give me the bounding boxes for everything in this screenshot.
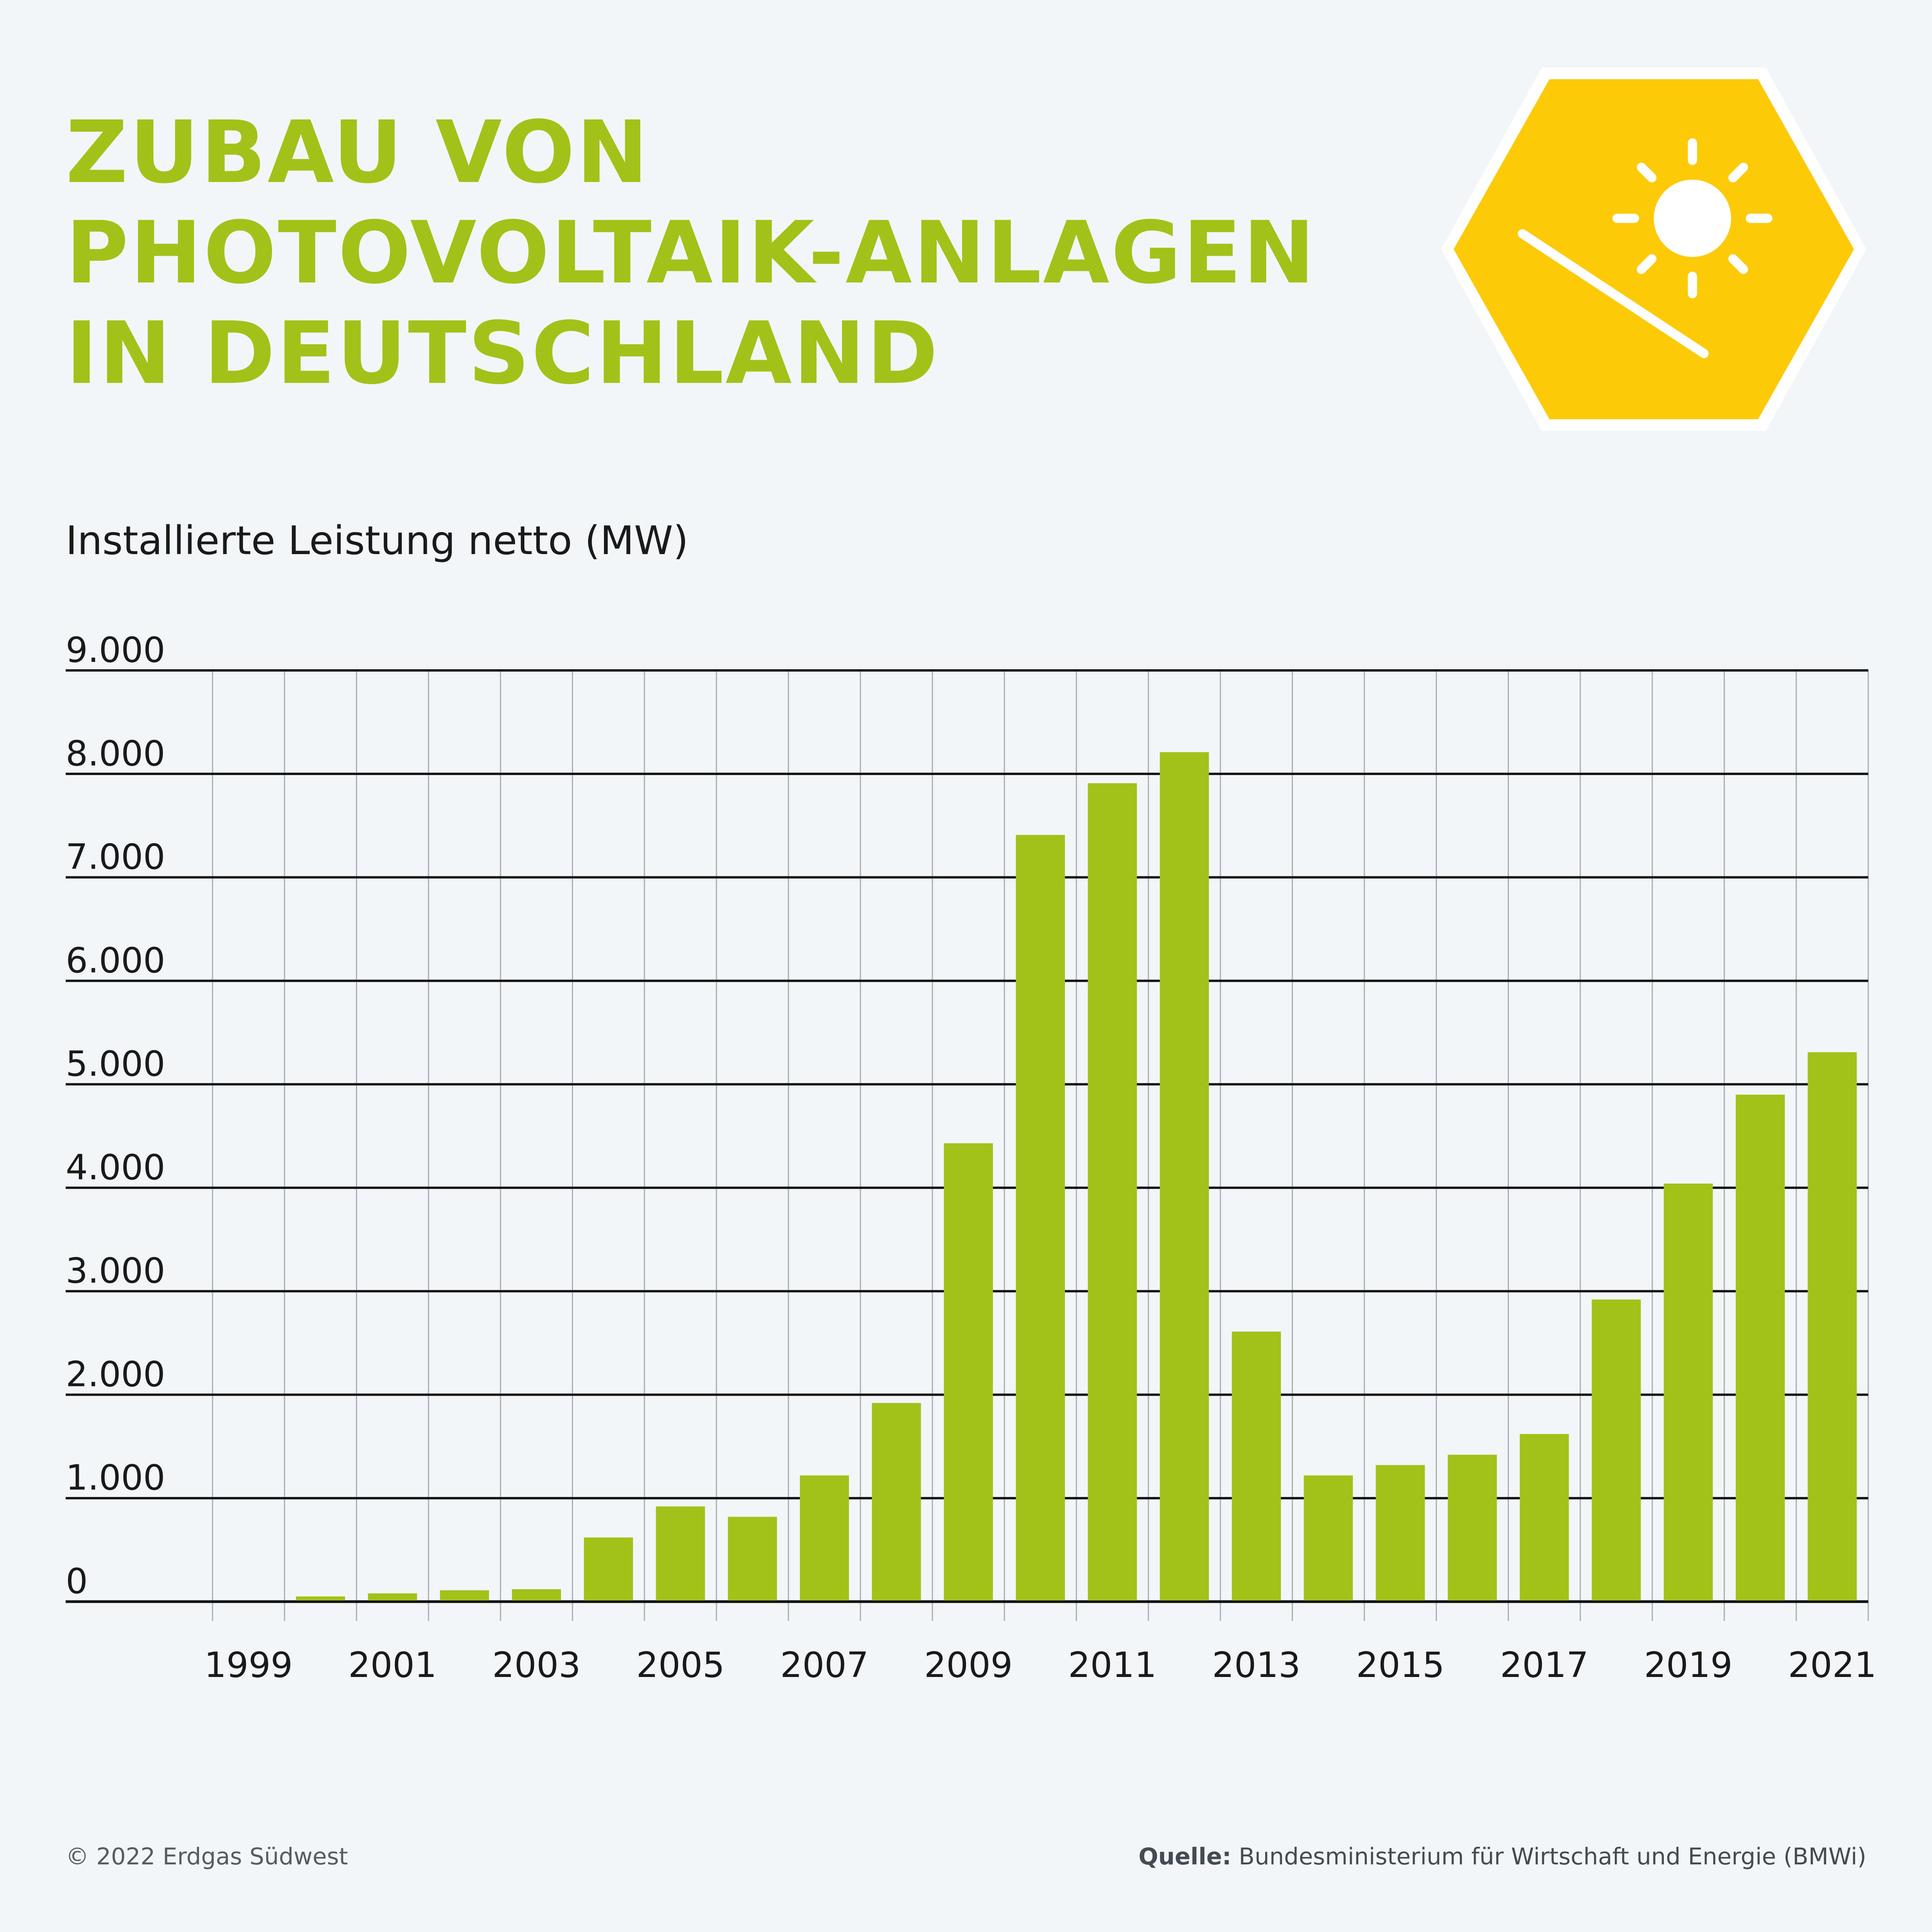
source-text: Quelle: Bundesministerium für Wirtschaft… <box>1139 1843 1867 1870</box>
x-tick-label: 2015 <box>1356 1645 1444 1685</box>
x-tick-label: 2005 <box>636 1645 724 1685</box>
y-tick-label: 2.000 <box>66 1354 165 1395</box>
bar-2009 <box>944 1143 993 1600</box>
x-tick-label: 1999 <box>204 1645 293 1685</box>
title-line-2: PHOTOVOLTAIK-ANLAGEN <box>66 203 1316 303</box>
bar-2011 <box>1088 783 1137 1600</box>
bar-2000 <box>296 1596 345 1600</box>
bar-2021 <box>1808 1052 1857 1600</box>
y-tick-label: 6.000 <box>66 940 165 981</box>
title-line-1: ZUBAU VON <box>66 103 650 202</box>
bar-2015 <box>1376 1465 1425 1600</box>
y-axis-label: Installierte Leistung netto (MW) <box>66 518 689 564</box>
bar-2019 <box>1663 1184 1713 1600</box>
bar-2017 <box>1520 1434 1569 1600</box>
y-tick-label: 9.000 <box>66 630 165 670</box>
y-tick-label: 0 <box>66 1561 88 1602</box>
source-label: Quelle: <box>1138 1843 1231 1870</box>
bar-2005 <box>656 1506 705 1600</box>
y-tick-label: 1.000 <box>66 1458 165 1498</box>
x-tick-label: 2003 <box>492 1645 581 1685</box>
y-tick-label: 3.000 <box>66 1251 165 1291</box>
x-tick-label: 2017 <box>1500 1645 1588 1685</box>
page-title: ZUBAU VON PHOTOVOLTAIK-ANLAGEN IN DEUTSC… <box>66 102 1341 404</box>
title-line-3: IN DEUTSCHLAND <box>66 304 940 403</box>
y-tick-label: 4.000 <box>66 1147 165 1188</box>
bar-2013 <box>1231 1332 1281 1600</box>
bar-2003 <box>512 1589 561 1600</box>
copyright-text: © 2022 Erdgas Südwest <box>66 1843 348 1870</box>
bar-2001 <box>368 1593 417 1600</box>
y-tick-label: 8.000 <box>66 733 165 774</box>
bar-2006 <box>728 1517 777 1600</box>
y-tick-label: 5.000 <box>66 1044 165 1084</box>
bar-2007 <box>800 1475 849 1600</box>
x-tick-label: 2007 <box>780 1645 869 1685</box>
bar-2018 <box>1592 1299 1641 1600</box>
y-tick-label: 7.000 <box>66 837 165 878</box>
bar-2010 <box>1016 835 1065 1600</box>
x-tick-label: 2021 <box>1788 1645 1876 1685</box>
source-name: Bundesministerium für Wirtschaft und Ene… <box>1231 1843 1866 1870</box>
solar-panel-line <box>1518 229 1709 358</box>
sun-solar-panel-icon <box>1441 68 1866 431</box>
sun-circle <box>1654 180 1731 257</box>
bar-2014 <box>1304 1475 1353 1600</box>
bar-2008 <box>872 1403 921 1600</box>
bar-2012 <box>1160 752 1209 1600</box>
bar-2004 <box>584 1537 633 1600</box>
x-tick-label: 2011 <box>1068 1645 1156 1685</box>
bar-2016 <box>1447 1454 1497 1600</box>
bar-2002 <box>440 1590 489 1600</box>
x-tick-label: 2001 <box>348 1645 437 1685</box>
bar-2020 <box>1736 1094 1785 1600</box>
x-tick-label: 2013 <box>1212 1645 1301 1685</box>
x-tick-label: 2009 <box>924 1645 1013 1685</box>
x-tick-label: 2019 <box>1644 1645 1733 1685</box>
hexagon-badge-fill <box>1454 79 1854 419</box>
